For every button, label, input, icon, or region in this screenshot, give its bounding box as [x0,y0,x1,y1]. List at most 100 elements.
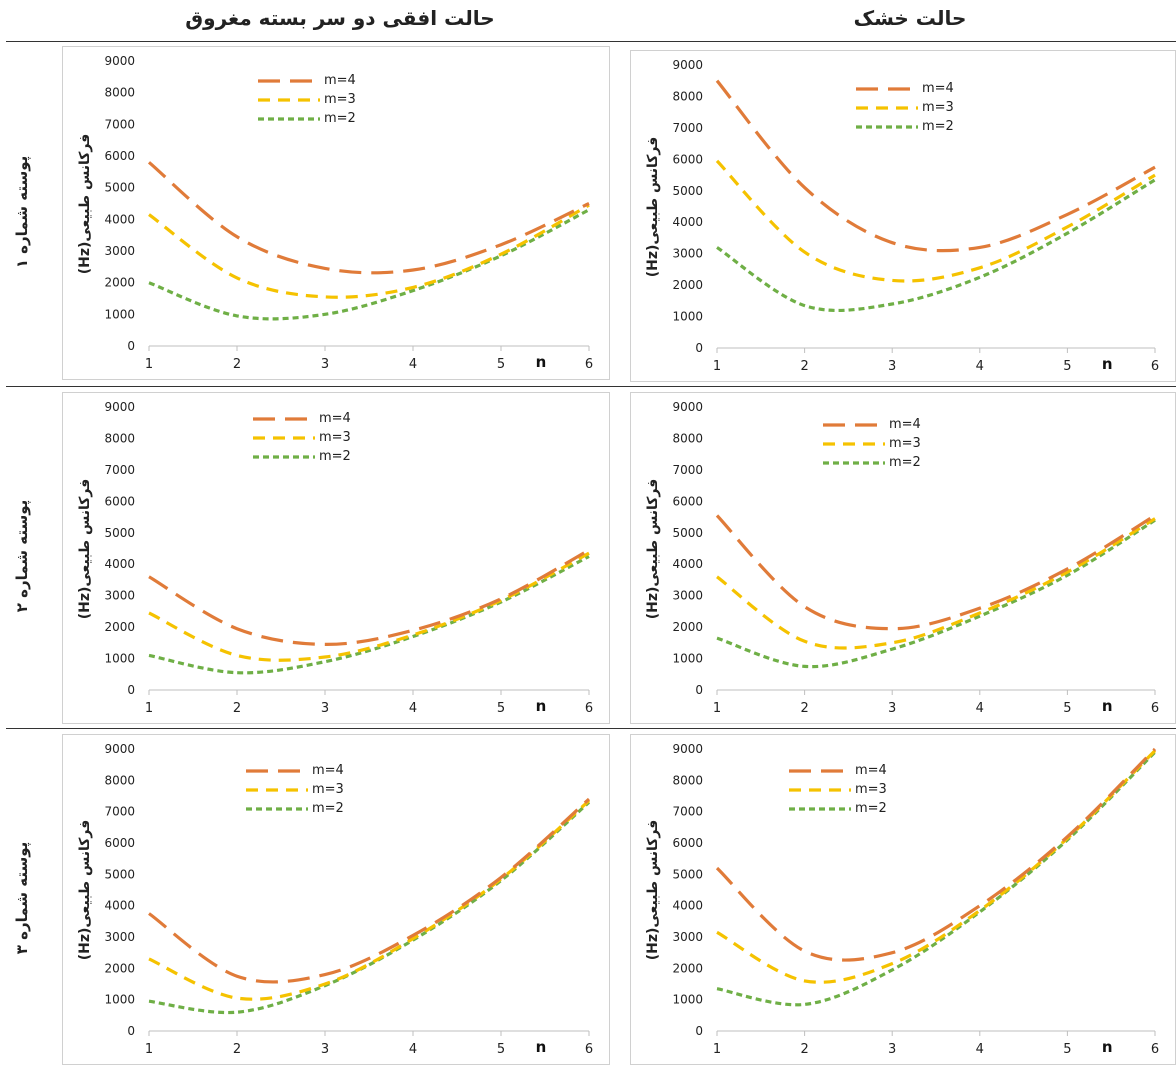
y-tick-label: 6000 [672,494,703,508]
chart-legend: m=4 m=3 m=2 [823,415,921,472]
legend-label: m=2 [319,449,351,464]
y-tick-label: 7000 [104,117,135,131]
legend-label: m=2 [855,801,887,816]
legend-swatch [789,806,851,811]
chart-legend: m=4 m=3 m=2 [789,761,887,818]
series-line-m4 [148,548,590,647]
y-tick-label: 5000 [104,181,135,195]
chart-shell1-submerged: 0 1000 2000 3000 4000 5000 6000 7000 8000 9000 1 2 3… [62,46,610,380]
x-axis-title: n [1102,697,1113,715]
legend-entry: m=2 [789,799,887,818]
series-line-m3 [715,159,1156,283]
legend-label: m=3 [922,100,954,115]
chart-svg: 0 1000 2000 3000 4000 5000 6000 7000 8000 9000 1 2 3… [672,742,1159,1057]
y-tick-label: 8000 [672,431,703,445]
x-tick-label: 1 [713,1042,721,1057]
x-tick-label: 4 [976,359,984,374]
legend-entry: m=4 [856,79,954,98]
y-tick-label: 0 [127,1024,135,1038]
legend-swatch [856,124,918,129]
x-tick-label: 2 [233,357,241,372]
legend-swatch [253,416,315,421]
y-tick-label: 5000 [672,867,703,881]
y-tick-label: 3000 [104,930,135,944]
y-tick-label: 1000 [104,652,135,666]
chart-svg: 0 1000 2000 3000 4000 5000 6000 7000 8000 9000 1 2 3… [104,400,593,716]
y-tick-label: 7000 [672,805,703,819]
series-line-m3 [148,551,590,662]
legend-label: m=4 [889,417,921,432]
row-divider [6,728,1176,729]
legend-entry: m=3 [253,428,351,447]
legend-swatch [789,787,851,792]
legend-label: m=3 [889,436,921,451]
y-tick-label: 8000 [672,89,703,103]
y-tick-label: 2000 [104,276,135,290]
chart-svg: 0 1000 2000 3000 4000 5000 6000 7000 8000 9000 1 2 3… [672,58,1159,374]
legend-swatch [856,86,918,91]
x-tick-label: 5 [497,357,505,372]
legend-label: m=2 [889,455,921,470]
series-line-m2 [716,178,1156,313]
x-tick-label: 5 [497,1042,505,1057]
y-tick-label: 0 [127,683,135,697]
y-tick-label: 7000 [672,121,703,135]
series-line-m4 [715,747,1157,962]
legend-entry: m=3 [258,90,356,109]
legend-swatch [253,454,315,459]
legend-label: m=4 [922,81,954,96]
legend-label: m=2 [324,111,356,126]
legend-entry: m=3 [856,98,954,117]
y-tick-label: 7000 [672,463,703,477]
chart-svg: 0 1000 2000 3000 4000 5000 6000 7000 8000 9000 1 2 3… [104,54,593,372]
legend-swatch [253,435,315,440]
y-tick-label: 4000 [672,899,703,913]
x-tick-label: 4 [409,357,417,372]
chart-shell1-dry: 0 1000 2000 3000 4000 5000 6000 7000 8000 9000 1 2 3… [630,50,1176,382]
legend-swatch [823,422,885,427]
y-tick-label: 4000 [104,212,135,226]
x-tick-label: 4 [976,701,984,716]
series-line-m4 [715,79,1156,253]
legend-entry: m=3 [789,780,887,799]
y-tick-label: 5000 [672,184,703,198]
y-tick-label: 9000 [104,54,135,68]
x-tick-label: 2 [800,359,808,374]
x-axis-title: n [1102,355,1113,373]
x-tick-label: 3 [888,359,896,374]
y-tick-label: 0 [695,341,703,355]
chart-legend: m=4 m=3 m=2 [253,409,351,466]
series-line-m2 [716,518,1156,669]
y-tick-label: 8000 [104,431,135,445]
series-line-m3 [716,749,1157,984]
x-tick-label: 3 [321,1042,329,1057]
y-tick-label: 0 [127,339,135,353]
x-tick-label: 3 [321,357,329,372]
legend-label: m=4 [855,763,887,778]
y-tick-label: 7000 [104,805,135,819]
series-line-m2 [148,554,590,675]
legend-entry: m=2 [823,453,921,472]
y-tick-label: 2000 [672,278,703,292]
legend-swatch [789,768,851,773]
x-tick-label: 6 [585,1042,593,1057]
chart-shell3-submerged: 0 1000 2000 3000 4000 5000 6000 7000 8000 9000 1 2 3… [62,734,610,1065]
chart-svg: 0 1000 2000 3000 4000 5000 6000 7000 8000 9000 1 2 3… [104,742,593,1057]
legend-swatch [258,78,320,83]
legend-entry: m=3 [823,434,921,453]
series-line-m4 [148,797,591,984]
legend-swatch [258,97,320,102]
y-tick-label: 6000 [672,152,703,166]
x-tick-label: 6 [1151,359,1159,374]
y-tick-label: 6000 [672,836,703,850]
x-tick-label: 6 [585,701,593,716]
legend-entry: m=4 [258,71,356,90]
y-tick-label: 6000 [104,836,135,850]
y-tick-label: 2000 [672,620,703,634]
x-tick-label: 3 [888,701,896,716]
x-tick-label: 1 [713,359,721,374]
x-tick-label: 1 [713,701,721,716]
y-tick-label: 1000 [672,652,703,666]
legend-label: m=3 [312,782,344,797]
legend-swatch [258,116,320,121]
